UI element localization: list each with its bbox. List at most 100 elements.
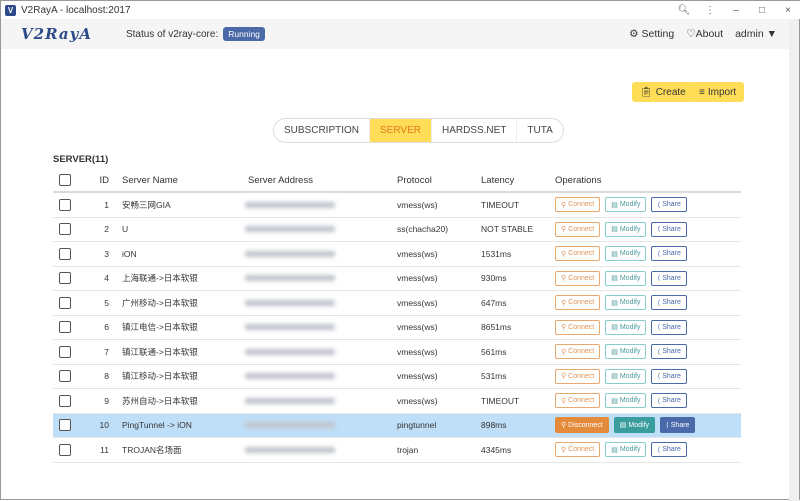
connect-button[interactable]: ⚲ Connect bbox=[555, 197, 601, 213]
edit-icon: ▤ bbox=[611, 348, 618, 356]
button-label: Connect bbox=[568, 250, 595, 258]
share-button[interactable]: ⟨ Share bbox=[651, 442, 687, 458]
col-address: Server Address bbox=[248, 174, 313, 186]
maximize-button[interactable]: □ bbox=[758, 4, 766, 16]
server-name: 镇江移动->日本软银 bbox=[122, 371, 198, 382]
about-link[interactable]: ♡About bbox=[686, 28, 723, 40]
logo[interactable]: V2RayA bbox=[21, 25, 92, 43]
server-id: 5 bbox=[104, 297, 109, 308]
button-label: Modify bbox=[619, 225, 641, 233]
button-label: Modify bbox=[619, 323, 641, 331]
row-checkbox[interactable] bbox=[59, 223, 71, 236]
share-button[interactable]: ⟨ Share bbox=[651, 368, 687, 384]
server-id: 11 bbox=[100, 444, 109, 455]
modify-button[interactable]: ▤ Modify bbox=[605, 368, 647, 384]
connect-button[interactable]: ⚲ Connect bbox=[555, 368, 601, 384]
modify-button[interactable]: ▤ Modify bbox=[605, 344, 647, 360]
row-operations: ⚲ Connect ▤ Modify ⟨ Share bbox=[555, 246, 687, 262]
scrollbar[interactable] bbox=[789, 19, 799, 501]
connect-button[interactable]: ⚲ Connect bbox=[555, 442, 601, 458]
close-button[interactable]: × bbox=[785, 4, 791, 16]
connect-button[interactable]: ⚲ Connect bbox=[555, 246, 601, 262]
share-button[interactable]: ⟨ Share bbox=[660, 417, 696, 434]
tab-tuta[interactable]: TUTA bbox=[527, 125, 553, 136]
connect-button[interactable]: ⚲ Connect bbox=[555, 393, 601, 409]
tab-hardss-net[interactable]: HARDSS.NET bbox=[432, 119, 518, 142]
import-button[interactable]: ≡ Import bbox=[691, 82, 745, 102]
col-id: ID bbox=[99, 174, 110, 186]
modify-button[interactable]: ▤ Modify bbox=[605, 197, 647, 213]
modify-button[interactable]: ▤ Modify bbox=[605, 270, 647, 286]
row-checkbox[interactable] bbox=[59, 321, 71, 334]
button-label: Share bbox=[670, 421, 690, 429]
button-label: Modify bbox=[619, 201, 641, 209]
user-menu[interactable]: admin ▼ bbox=[735, 28, 777, 40]
server-latency: TIMEOUT bbox=[481, 395, 520, 406]
share-button[interactable]: ⟨ Share bbox=[651, 344, 687, 360]
modify-button[interactable]: ▤ Modify bbox=[605, 442, 647, 458]
modify-button[interactable]: ▤ Modify bbox=[605, 246, 647, 262]
share-icon: ⟨ bbox=[657, 299, 661, 307]
share-button[interactable]: ⟨ Share bbox=[651, 246, 687, 262]
connect-button[interactable]: ⚲ Connect bbox=[555, 295, 601, 311]
button-label: Share bbox=[662, 225, 681, 233]
create-button[interactable]: 📋︎ Create bbox=[632, 82, 694, 102]
setting-link[interactable]: ⚙ Setting bbox=[629, 28, 674, 40]
share-button[interactable]: ⟨ Share bbox=[651, 295, 687, 311]
row-checkbox[interactable] bbox=[59, 198, 71, 211]
link-icon: ⚲ bbox=[561, 250, 567, 258]
connect-button[interactable]: ⚲ Connect bbox=[555, 344, 601, 360]
link-icon: ⚲ bbox=[561, 324, 567, 332]
share-button[interactable]: ⟨ Share bbox=[651, 270, 687, 286]
share-button[interactable]: ⟨ Share bbox=[651, 319, 687, 335]
row-checkbox[interactable] bbox=[59, 370, 71, 383]
share-button[interactable]: ⟨ Share bbox=[651, 197, 687, 213]
row-checkbox[interactable] bbox=[59, 296, 71, 309]
button-label: Modify bbox=[619, 348, 641, 356]
minimize-button[interactable]: – bbox=[733, 4, 739, 16]
setting-label: Setting bbox=[641, 28, 675, 40]
modify-button[interactable]: ▤ Modify bbox=[605, 319, 647, 335]
row-operations: ⚲ Connect ▤ Modify ⟨ Share bbox=[555, 319, 687, 335]
connect-button[interactable]: ⚲ Connect bbox=[555, 270, 601, 286]
share-button[interactable]: ⟨ Share bbox=[651, 393, 687, 409]
connect-button[interactable]: ⚲ Connect bbox=[555, 221, 601, 237]
server-latency: 8651ms bbox=[481, 322, 512, 333]
server-protocol: vmess(ws) bbox=[397, 273, 438, 284]
table-row: 4 上海联通->日本软银 vmess(ws) 930ms ⚲ Connect ▤ M… bbox=[53, 267, 741, 291]
modify-button[interactable]: ▤ Modify bbox=[613, 417, 656, 434]
share-icon: ⟨ bbox=[657, 373, 661, 381]
modify-button[interactable]: ▤ Modify bbox=[605, 393, 647, 409]
button-label: Connect bbox=[568, 348, 595, 356]
server-protocol: vmess(ws) bbox=[397, 248, 438, 259]
modify-button[interactable]: ▤ Modify bbox=[605, 221, 647, 237]
tab-server[interactable]: SERVER bbox=[370, 119, 432, 142]
tab-subscription[interactable]: SUBSCRIPTION bbox=[274, 119, 371, 142]
select-all-checkbox[interactable] bbox=[59, 174, 71, 186]
disconnect-button[interactable]: ⚲ Disconnect bbox=[555, 417, 609, 434]
server-address-blurred bbox=[245, 397, 335, 404]
row-checkbox[interactable] bbox=[59, 394, 71, 407]
row-checkbox[interactable] bbox=[59, 272, 71, 285]
row-operations: ⚲ Disconnect ▤ Modify ⟨ Share bbox=[555, 417, 696, 434]
zoom-icon[interactable]: 🔍︎ bbox=[677, 4, 691, 16]
menu-icon[interactable]: ⋮ bbox=[705, 4, 715, 16]
edit-icon: ▤ bbox=[611, 226, 618, 234]
server-latency: 1531ms bbox=[481, 248, 512, 259]
edit-icon: ▤ bbox=[611, 250, 618, 258]
modify-button[interactable]: ▤ Modify bbox=[605, 295, 647, 311]
connect-button[interactable]: ⚲ Connect bbox=[555, 319, 601, 335]
row-checkbox[interactable] bbox=[59, 443, 71, 456]
server-protocol: vmess(ws) bbox=[397, 371, 438, 382]
share-button[interactable]: ⟨ Share bbox=[651, 221, 687, 237]
import-icon: ≡ bbox=[699, 86, 705, 98]
button-label: Share bbox=[662, 323, 681, 331]
button-label: Share bbox=[662, 274, 681, 282]
row-checkbox[interactable] bbox=[59, 345, 71, 358]
server-id: 7 bbox=[104, 346, 109, 357]
row-checkbox[interactable] bbox=[59, 419, 71, 432]
row-checkbox[interactable] bbox=[59, 247, 71, 260]
button-label: Modify bbox=[619, 274, 641, 282]
button-label: Share bbox=[662, 250, 681, 258]
button-label: Modify bbox=[628, 421, 650, 429]
